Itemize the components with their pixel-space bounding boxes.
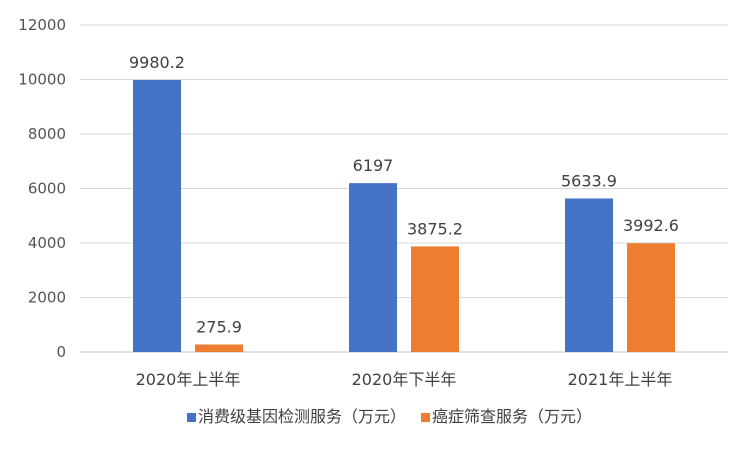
x-category-label: 2020年上半年 bbox=[136, 370, 241, 389]
bar-consumer-genetic-testing bbox=[349, 183, 397, 352]
data-label: 6197 bbox=[353, 156, 394, 175]
y-tick-label: 4000 bbox=[28, 234, 66, 252]
x-category-label: 2020年下半年 bbox=[352, 370, 457, 389]
y-tick-label: 12000 bbox=[18, 16, 66, 34]
watermark: ✦✦✦ @大摩财经 bbox=[576, 425, 725, 446]
bar-consumer-genetic-testing bbox=[565, 198, 613, 352]
y-tick-label: 0 bbox=[56, 343, 66, 361]
y-tick-label: 8000 bbox=[28, 125, 66, 143]
bars bbox=[133, 80, 675, 352]
data-label: 275.9 bbox=[196, 317, 242, 336]
data-labels: 9980.2 275.9 6197 3875.2 5633.9 3992.6 bbox=[129, 53, 679, 336]
watermark-logo-glyph: ✦✦✦ bbox=[576, 426, 619, 446]
data-label: 3875.2 bbox=[407, 219, 463, 238]
watermark-logo-icon: ✦✦✦ bbox=[576, 426, 619, 446]
data-label: 9980.2 bbox=[129, 53, 185, 72]
legend: 消费级基因检测服务（万元） 癌症筛查服务（万元） bbox=[187, 407, 592, 426]
bar-cancer-screening bbox=[627, 243, 675, 352]
data-label: 5633.9 bbox=[561, 171, 617, 190]
watermark-text: @大摩财经 bbox=[640, 425, 725, 446]
legend-swatch bbox=[421, 413, 430, 422]
data-label: 3992.6 bbox=[623, 216, 679, 235]
legend-label: 癌症筛查服务（万元） bbox=[432, 407, 592, 426]
y-tick-label: 10000 bbox=[18, 71, 66, 89]
legend-swatch bbox=[187, 413, 196, 422]
bar-cancer-screening bbox=[195, 344, 243, 352]
x-axis-categories: 2020年上半年 2020年下半年 2021年上半年 bbox=[136, 370, 673, 389]
bar-cancer-screening bbox=[411, 246, 459, 352]
y-axis-ticks: 0 2000 4000 6000 8000 10000 12000 bbox=[18, 16, 66, 361]
x-category-label: 2021年上半年 bbox=[568, 370, 673, 389]
legend-label: 消费级基因检测服务（万元） bbox=[198, 407, 406, 426]
y-tick-label: 6000 bbox=[28, 180, 66, 198]
bar-consumer-genetic-testing bbox=[133, 80, 181, 352]
gridlines bbox=[80, 24, 728, 353]
y-tick-label: 2000 bbox=[28, 289, 66, 307]
